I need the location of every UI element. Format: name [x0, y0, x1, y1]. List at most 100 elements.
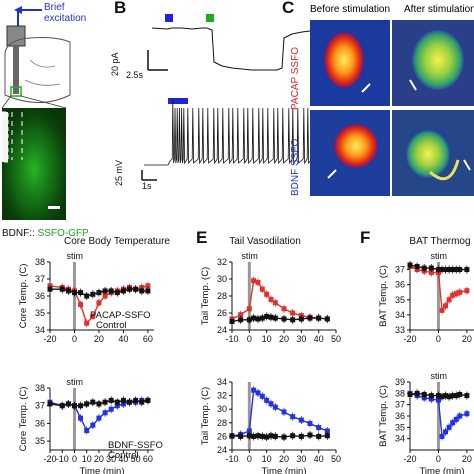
bat-bot-xlabel: Time (min) — [419, 466, 464, 474]
bat-top-ytick-label: 37 — [395, 265, 405, 275]
bat-bot-point — [464, 393, 470, 399]
tail-top-point — [307, 315, 313, 321]
tail-bot-xtick-label: 50 — [331, 454, 341, 464]
bat-top-title: BAT Thermog — [409, 236, 470, 247]
bat-top-xtick-label: 20 — [462, 334, 472, 344]
tail-top-point — [229, 319, 235, 324]
core-bot-ytick-label: 38 — [35, 383, 45, 393]
bat-top-ytick-label: 35 — [395, 295, 405, 305]
brain-schematic — [1, 6, 71, 220]
membrane-potential-trace — [144, 99, 314, 166]
tail-bot-xtick-label: -10 — [225, 454, 238, 464]
legend-bdnf: BDNF-SSFO — [108, 440, 163, 451]
bat-top-point — [428, 265, 434, 271]
core-bot-stim-band — [72, 388, 76, 450]
tail-bot-series-line — [231, 434, 328, 438]
tail-top-point — [298, 316, 304, 322]
core-top-ytick-label: 37 — [35, 274, 45, 284]
core-bot-xtick-label: -10 — [56, 454, 69, 464]
bat-bot-xtick-label: -20 — [403, 454, 416, 464]
bat-bot-point — [457, 391, 463, 397]
bat-top-point — [435, 267, 441, 273]
core-top-xtick-label: 20 — [94, 334, 104, 344]
tail-top-point — [290, 317, 296, 323]
bat-top-point — [464, 267, 470, 273]
panel-f-letter: F — [360, 228, 371, 247]
tail-bot-point — [259, 393, 265, 399]
bat-top-point — [446, 297, 452, 303]
excitation-label: Brief excitation — [44, 2, 87, 24]
core-bot-point — [108, 397, 114, 403]
core-top-point — [108, 288, 114, 294]
tail-top-point — [238, 312, 244, 318]
tail-top-point — [255, 279, 261, 285]
core-top-point — [96, 300, 102, 306]
core-top-point — [65, 288, 71, 294]
bat-top-point — [443, 267, 449, 273]
tail-top-title: Tail Vasodilation — [229, 236, 301, 247]
brain-outline — [4, 37, 71, 103]
bat-bot-point — [464, 411, 470, 417]
bat-bot-point — [443, 429, 449, 435]
tail-bot-point — [268, 433, 274, 439]
panel-c: C Before stimulation After stimulation P… — [282, 0, 474, 200]
tail-top-point — [290, 310, 296, 316]
tail-bot-point — [229, 433, 235, 439]
tail-top-xtick-label: 20 — [279, 334, 289, 344]
tail-top-xtick-label: 0 — [247, 334, 252, 344]
tail-top-point — [281, 306, 287, 312]
bat-bot-point — [450, 420, 456, 426]
core-top-point — [90, 313, 96, 319]
core-bot-point — [90, 422, 96, 428]
bat-bot-point — [414, 390, 420, 396]
tail-bot-ytick-label: 32 — [217, 391, 227, 401]
arrow-head — [14, 6, 22, 14]
tail-top-ytick-label: 28 — [217, 291, 227, 301]
tail-bot-ytick-label: 28 — [217, 418, 227, 428]
col-before-label: Before stimulation — [310, 4, 391, 15]
tail-bot-point — [290, 414, 296, 420]
core-bot-stim-label: stim — [66, 377, 83, 387]
tail-bot-series-line — [231, 388, 328, 438]
bat-top-point — [439, 307, 445, 313]
stim-on-marker — [165, 14, 173, 22]
tail-top-point — [251, 278, 257, 284]
fiber-track — [1, 111, 9, 163]
core-top-xtick-label: -20 — [43, 334, 56, 344]
core-bot-xtick-label: 20 — [94, 454, 104, 464]
core-bot-point — [102, 399, 108, 405]
tail-bot-ytick-label: 24 — [217, 445, 227, 455]
core-top-point — [139, 288, 145, 294]
tail-top-point — [264, 313, 270, 319]
bat-top-point — [414, 264, 420, 270]
core-bot-point — [71, 403, 77, 409]
tail-bot-xlabel: Time (min) — [261, 466, 306, 474]
bat-top-point — [428, 270, 434, 276]
core-top-ytick-label: 36 — [35, 291, 45, 301]
bat-top-point — [450, 292, 456, 298]
tail-bot-point — [281, 409, 287, 415]
tail-bot-point — [268, 401, 274, 407]
tail-bot-point — [281, 434, 287, 440]
core-top-series-line — [50, 288, 148, 297]
bat-top-stim-label: stim — [430, 251, 447, 261]
tail-top-xtick-label: 50 — [331, 334, 341, 344]
tail-top-point — [268, 296, 274, 302]
bat-bot-point — [428, 393, 434, 399]
core-bot-ytick-label: 35 — [35, 436, 45, 446]
core-top-point — [78, 302, 84, 307]
core-bot-point — [102, 410, 108, 416]
panel-a: Brief excitation BDNF:: SSFO-GFP — [0, 0, 110, 242]
bat-bot-point — [450, 393, 456, 399]
panel-e-letter: E — [196, 228, 208, 247]
core-top-ylabel: Core Temp. (C) — [18, 264, 29, 329]
tail-bot-point — [316, 433, 322, 439]
core-top-point — [114, 290, 120, 296]
bat-bot-stim-label: stim — [430, 371, 447, 381]
bat-top-point — [443, 303, 449, 309]
core-bot-xtick-label: 10 — [82, 454, 92, 464]
tail-top-point — [281, 316, 287, 322]
current-trace — [151, 27, 311, 71]
tail-top-point — [259, 286, 265, 292]
